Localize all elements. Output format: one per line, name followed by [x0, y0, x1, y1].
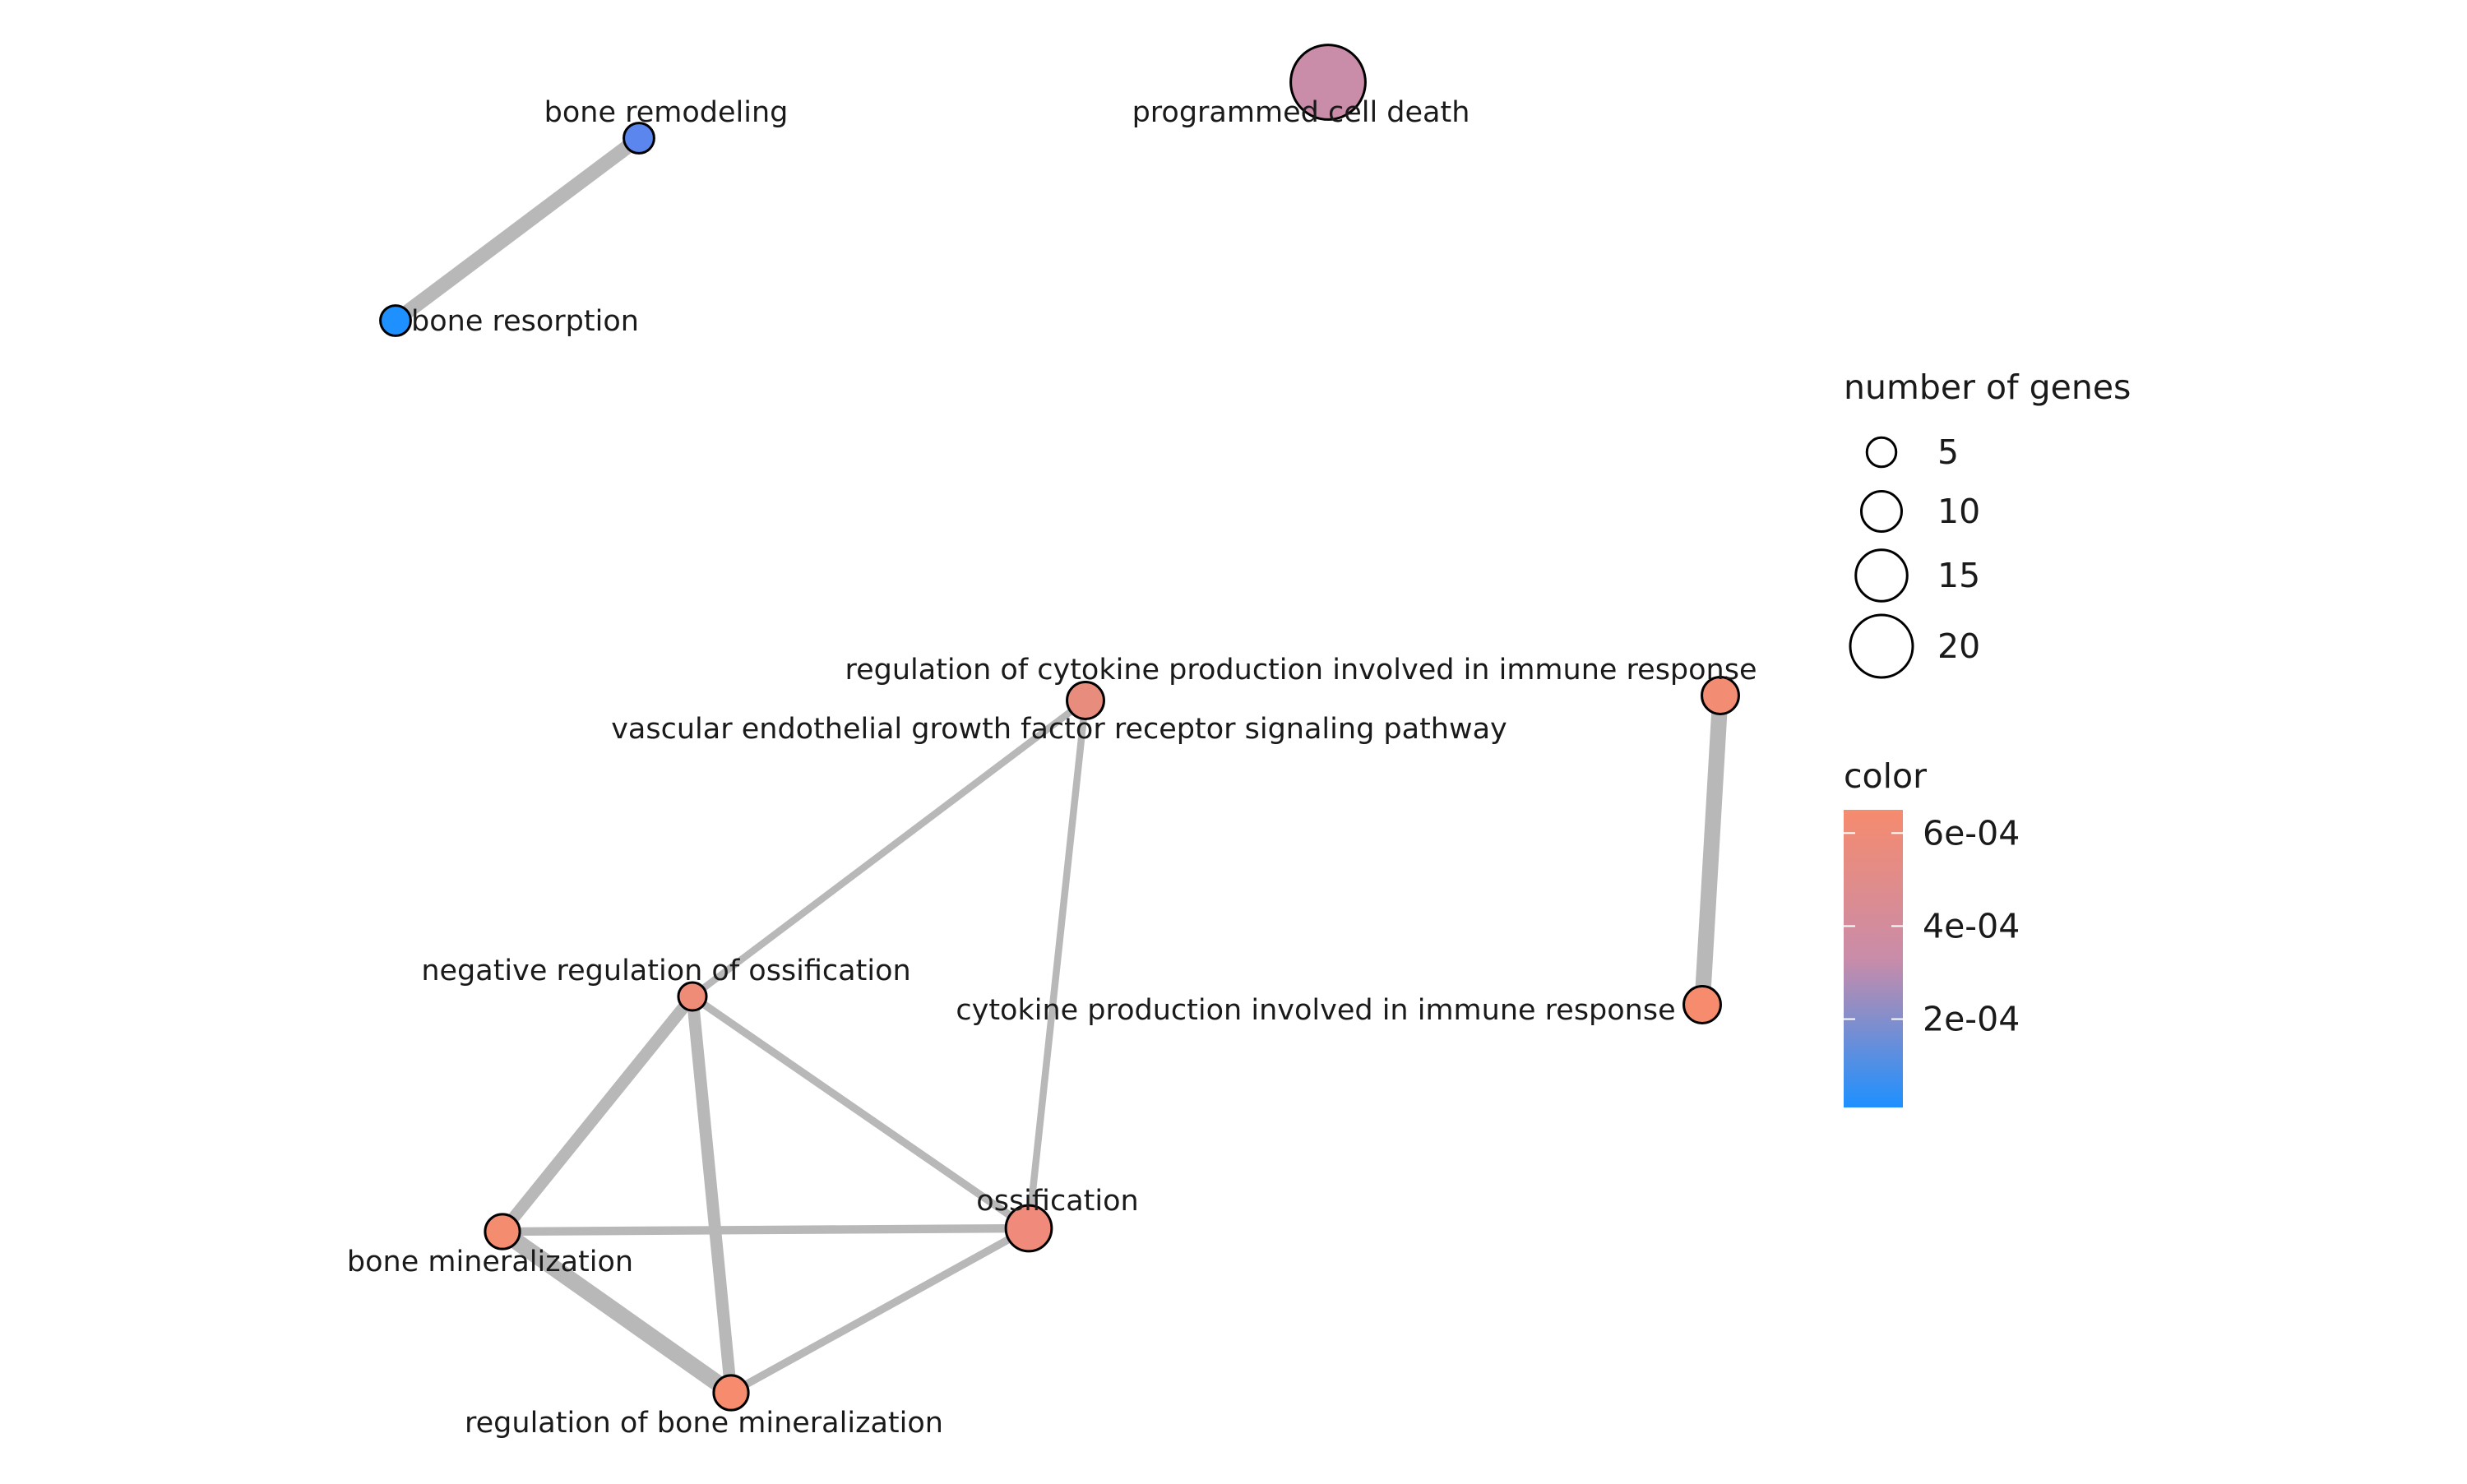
- node-label-cytokine-production: cytokine production involved in immune r…: [956, 994, 1675, 1027]
- edge-regulation-cytokine-cytokine-production: [1694, 695, 1729, 1006]
- color-legend-title: color: [1844, 756, 1927, 796]
- node-bone-mineralization[interactable]: [484, 1213, 521, 1251]
- node-bone-resorption[interactable]: [379, 304, 412, 337]
- color-tick-label: 4e-04: [1923, 906, 2020, 945]
- edge-vegf-signaling-negative-regulation-ossification: [690, 697, 1088, 1000]
- edge-negative-regulation-ossification-regulation-bone-mineralization: [686, 996, 738, 1394]
- node-regulation-bone-mineralization[interactable]: [712, 1374, 750, 1412]
- node-vegf-signaling[interactable]: [1066, 681, 1105, 720]
- node-label-regulation-bone-mineralization: regulation of bone mineralization: [465, 1407, 943, 1440]
- size-legend-label: 15: [1937, 556, 1980, 595]
- node-label-bone-resorption: bone resorption: [411, 305, 639, 338]
- size-legend-circle: [1849, 613, 1914, 679]
- size-legend-circle: [1854, 548, 1909, 603]
- node-regulation-cytokine[interactable]: [1701, 676, 1740, 715]
- node-label-vegf-signaling: vascular endothelial growth factor recep…: [611, 713, 1507, 746]
- edge-negative-regulation-ossification-bone-mineralization: [498, 992, 697, 1236]
- size-legend-title: number of genes: [1844, 368, 2131, 407]
- node-label-programmed-cell-death: programmed cell death: [1132, 96, 1470, 129]
- labels-layer: bone remodeling bone resorption programmed…: [347, 96, 1757, 1440]
- size-legend-label: 10: [1937, 492, 1980, 531]
- edge-bone-remodeling-bone-resorption: [391, 132, 644, 326]
- color-tick-label: 2e-04: [1923, 1000, 2020, 1039]
- node-negative-regulation-ossification[interactable]: [677, 981, 708, 1012]
- node-label-ossification: ossification: [976, 1185, 1138, 1218]
- color-legend-ticks: 6e-04 4e-04 2e-04: [1844, 813, 2020, 1039]
- size-legend-items: 5 10 15 20: [1849, 432, 1980, 679]
- edge-bone-mineralization-ossification: [502, 1223, 1030, 1237]
- node-label-negative-regulation-ossification: negative regulation of ossification: [421, 955, 910, 987]
- size-legend-circle: [1865, 436, 1898, 469]
- node-label-bone-remodeling: bone remodeling: [544, 96, 789, 129]
- edge-bone-mineralization-regulation-bone-mineralization: [498, 1224, 736, 1400]
- node-programmed-cell-death[interactable]: [1289, 44, 1367, 121]
- color-bar: [1844, 810, 1903, 1107]
- legend: number of genes 5 10 15 20 color 6e-04 4e-04…: [1844, 368, 2131, 1107]
- node-label-regulation-cytokine: regulation of cytokine production involv…: [845, 654, 1757, 687]
- node-ossification[interactable]: [1004, 1204, 1053, 1253]
- size-legend-label: 20: [1937, 626, 1980, 666]
- node-cytokine-production[interactable]: [1682, 985, 1722, 1024]
- size-legend-circle: [1860, 490, 1903, 533]
- node-bone-remodeling[interactable]: [623, 122, 655, 155]
- edge-regulation-bone-mineralization-ossification: [729, 1224, 1031, 1397]
- color-tick-label: 6e-04: [1923, 813, 2020, 853]
- edges-layer: [391, 132, 1729, 1400]
- edge-negative-regulation-ossification-ossification: [690, 993, 1031, 1232]
- nodes-layer: [379, 44, 1740, 1412]
- size-legend-label: 5: [1937, 432, 1959, 472]
- node-label-bone-mineralization: bone mineralization: [347, 1246, 633, 1278]
- edge-vegf-signaling-ossification: [1025, 700, 1090, 1229]
